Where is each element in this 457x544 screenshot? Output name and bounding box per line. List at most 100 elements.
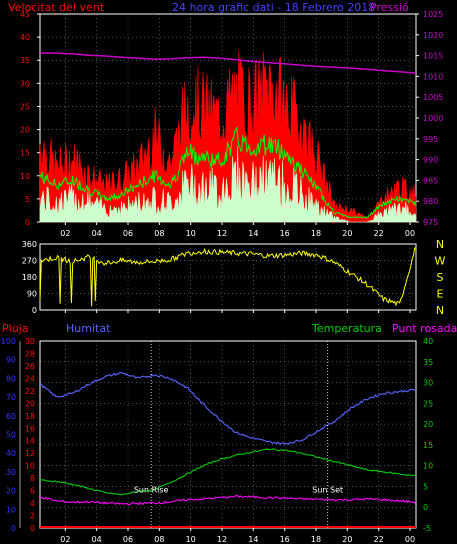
compass-label: S bbox=[437, 271, 444, 284]
humidity-tick-label: 60 bbox=[6, 412, 16, 421]
pressure-tick-label: 990 bbox=[423, 156, 438, 165]
wind-speed-tick-label: 40 bbox=[20, 33, 30, 42]
pressure-tick-label: 1005 bbox=[423, 93, 443, 102]
pressure-tick-label: 1015 bbox=[423, 52, 443, 61]
x-tick-label: 10 bbox=[186, 229, 196, 238]
humidity-axis-title: Humitat bbox=[66, 322, 111, 335]
x-tick-label: 02 bbox=[60, 229, 70, 238]
humidity-tick-label: 80 bbox=[6, 374, 16, 383]
wind-speed-tick-label: 35 bbox=[20, 56, 30, 65]
wind-pressure-panel: 0510152025303540459759809859909951000100… bbox=[20, 10, 444, 238]
x-tick-label: 08 bbox=[154, 535, 164, 544]
wind-speed-tick-label: 25 bbox=[20, 102, 30, 111]
temperature-tick-label: 20 bbox=[423, 420, 433, 429]
wind-speed-tick-label: 15 bbox=[20, 149, 30, 158]
rain-tick-label: 14 bbox=[25, 437, 35, 446]
x-tick-label: 06 bbox=[123, 535, 133, 544]
pressure-tick-label: 1020 bbox=[423, 31, 443, 40]
rain-tick-label: 2 bbox=[30, 512, 35, 521]
x-tick-label: 20 bbox=[342, 535, 352, 544]
direction-tick-label: 90 bbox=[27, 290, 37, 299]
temperature-tick-label: 35 bbox=[423, 358, 433, 367]
temperature-tick-label: 0 bbox=[423, 503, 428, 512]
chart-title: 24 hora grafic dati - 18 Febrero 2018 bbox=[172, 1, 375, 14]
x-tick-label: 16 bbox=[280, 535, 290, 544]
humidity-tick-label: 40 bbox=[6, 449, 16, 458]
pressure-tick-label: 985 bbox=[423, 176, 438, 185]
humidity-line bbox=[39, 371, 417, 445]
wind-speed-tick-label: 5 bbox=[25, 195, 30, 204]
pressure-tick-label: 1025 bbox=[423, 10, 443, 19]
rain-tick-label: 20 bbox=[25, 399, 35, 408]
pressure-tick-label: 995 bbox=[423, 135, 438, 144]
compass-label: N bbox=[436, 238, 444, 251]
rain-tick-label: 24 bbox=[25, 374, 35, 383]
x-tick-label: 00 bbox=[405, 535, 415, 544]
rain-tick-label: 12 bbox=[25, 449, 35, 458]
humidity-tick-label: 100 bbox=[1, 337, 16, 346]
x-tick-label: 10 bbox=[186, 535, 196, 544]
sunrise-label: Sun Rise bbox=[134, 485, 169, 494]
wind-direction-line bbox=[39, 247, 417, 307]
wind-low-area bbox=[39, 146, 417, 223]
temperature-tick-label: 15 bbox=[423, 441, 433, 450]
dew-point-axis-title: Punt rosada bbox=[392, 322, 457, 335]
temperature-tick-label: 25 bbox=[423, 399, 433, 408]
humidity-tick-label: 70 bbox=[6, 393, 16, 402]
temperature-line bbox=[39, 448, 417, 496]
sunset-label: Sun Set bbox=[312, 485, 343, 494]
x-tick-label: 16 bbox=[280, 229, 290, 238]
direction-tick-label: 270 bbox=[22, 257, 37, 266]
rain-tick-label: 28 bbox=[25, 349, 35, 358]
x-tick-label: 04 bbox=[92, 535, 102, 544]
pressure-tick-label: 980 bbox=[423, 197, 438, 206]
pressure-tick-label: 975 bbox=[423, 218, 438, 227]
x-tick-label: 02 bbox=[60, 535, 70, 544]
humidity-tick-label: 30 bbox=[6, 468, 16, 477]
humidity-tick-label: 90 bbox=[6, 356, 16, 365]
compass-label: N bbox=[436, 304, 444, 317]
compass-label: E bbox=[437, 288, 444, 301]
x-tick-label: 00 bbox=[405, 229, 415, 238]
wind-speed-tick-label: 30 bbox=[20, 79, 30, 88]
humidity-temperature-panel: -505101520253035400102030405060708090100… bbox=[1, 337, 433, 544]
temperature-axis-title: Temperatura bbox=[311, 322, 382, 335]
temperature-tick-label: -5 bbox=[423, 524, 431, 533]
x-tick-label: 14 bbox=[248, 535, 258, 544]
pressure-line bbox=[40, 52, 417, 74]
rain-tick-label: 8 bbox=[30, 474, 35, 483]
humidity-tick-label: 0 bbox=[11, 524, 16, 533]
direction-tick-label: 360 bbox=[22, 240, 37, 249]
wind-speed-tick-label: 10 bbox=[20, 172, 30, 181]
x-tick-label: 08 bbox=[154, 229, 164, 238]
rain-tick-label: 22 bbox=[25, 387, 35, 396]
wind-gust-area bbox=[39, 50, 417, 223]
x-tick-label: 20 bbox=[342, 229, 352, 238]
wind-speed-tick-label: 45 bbox=[20, 10, 30, 19]
wind-speed-tick-label: 20 bbox=[20, 126, 30, 135]
compass-label: W bbox=[435, 255, 446, 268]
x-tick-label: 06 bbox=[123, 229, 133, 238]
wind-speed-tick-label: 0 bbox=[25, 218, 30, 227]
temperature-tick-label: 5 bbox=[423, 482, 428, 491]
rain-tick-label: 30 bbox=[25, 337, 35, 346]
x-tick-label: 12 bbox=[217, 535, 227, 544]
rain-tick-label: 4 bbox=[30, 499, 35, 508]
humidity-tick-label: 50 bbox=[6, 431, 16, 440]
rain-tick-label: 0 bbox=[30, 524, 35, 533]
temperature-tick-label: 10 bbox=[423, 462, 433, 471]
pressure-tick-label: 1010 bbox=[423, 72, 443, 81]
x-tick-label: 22 bbox=[374, 229, 384, 238]
rain-axis-title: Pluja bbox=[2, 322, 28, 335]
pressure-tick-label: 1000 bbox=[423, 114, 443, 123]
humidity-tick-label: 10 bbox=[6, 505, 16, 514]
rain-tick-label: 6 bbox=[30, 487, 35, 496]
direction-tick-label: 0 bbox=[32, 306, 37, 315]
rain-tick-label: 26 bbox=[25, 362, 35, 371]
x-tick-label: 18 bbox=[311, 535, 321, 544]
temperature-tick-label: 30 bbox=[423, 379, 433, 388]
x-tick-label: 14 bbox=[248, 229, 258, 238]
direction-tick-label: 180 bbox=[22, 273, 37, 282]
temperature-tick-label: 40 bbox=[423, 337, 433, 346]
